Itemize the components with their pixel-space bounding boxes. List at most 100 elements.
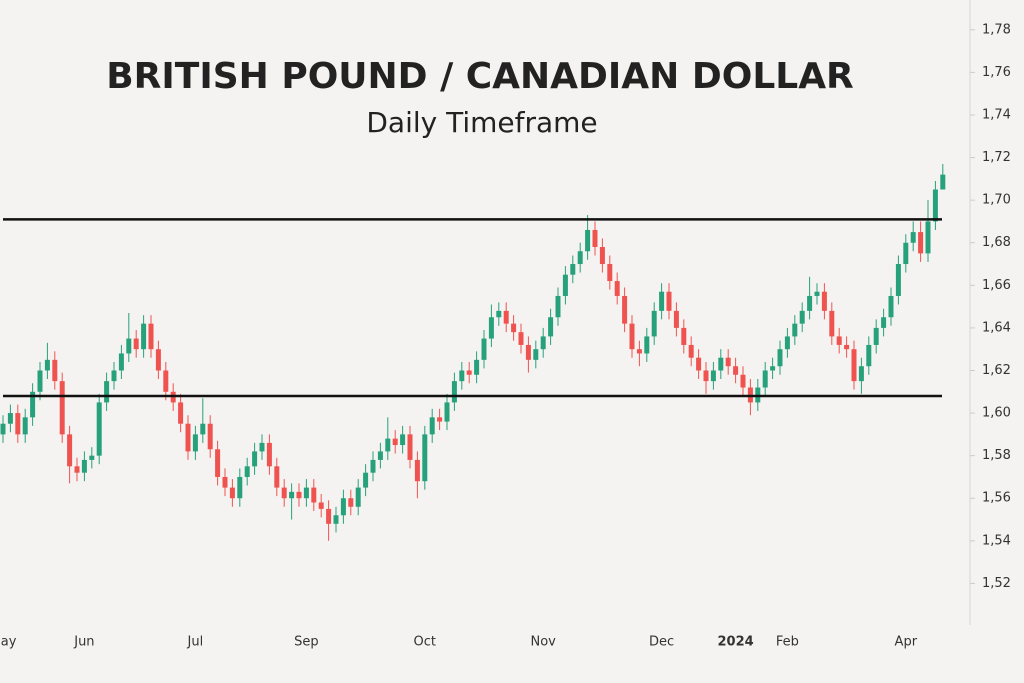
x-tick-label: Jun: [73, 635, 94, 650]
candle-body: [918, 232, 924, 254]
candle-body: [925, 221, 931, 254]
candle-body: [163, 370, 169, 392]
candle-body: [807, 295, 813, 311]
candle-body: [629, 323, 635, 350]
candle-body: [777, 349, 783, 367]
candle-body: [592, 229, 598, 247]
candle-body: [814, 291, 820, 296]
y-tick-label: 1,60: [982, 406, 1011, 421]
candle-body: [770, 366, 776, 371]
chart-title: BRITISH POUND / CANADIAN DOLLAR: [106, 56, 854, 97]
candle-body: [940, 174, 946, 190]
candle-body: [437, 417, 443, 422]
candle-body: [910, 232, 916, 243]
candle-body: [185, 423, 191, 452]
x-tick-label: Jul: [187, 635, 204, 650]
candle-body: [659, 291, 665, 311]
x-tick-label: Feb: [776, 635, 799, 650]
candle-body: [422, 434, 428, 482]
candle-body: [607, 264, 613, 282]
candle-body: [229, 487, 235, 499]
candle-body: [622, 295, 628, 324]
x-tick-label: Dec: [649, 635, 674, 650]
candle-body: [0, 423, 6, 435]
chart-subtitle: Daily Timeframe: [366, 106, 597, 139]
y-tick-label: 1,52: [982, 576, 1011, 591]
candle-body: [725, 357, 731, 367]
candle-body: [696, 357, 702, 371]
candle-body: [133, 338, 139, 350]
candle-body: [533, 349, 539, 360]
y-tick-label: 1,74: [982, 107, 1011, 122]
y-tick-label: 1,68: [982, 235, 1011, 250]
candle-body: [333, 515, 339, 524]
candle-body: [710, 370, 716, 382]
candle-body: [222, 476, 228, 488]
candle-body: [89, 455, 95, 460]
candle-body: [126, 338, 132, 354]
candle-body: [688, 344, 694, 358]
candle-body: [281, 487, 287, 499]
candle-body: [303, 487, 309, 499]
candle-body: [377, 451, 383, 460]
candle-body: [178, 402, 184, 424]
candle-body: [44, 359, 50, 371]
candle-body: [903, 242, 909, 265]
plot-area: [0, 163, 946, 541]
candle-body: [155, 349, 161, 371]
candle-body: [385, 438, 391, 452]
candle-body: [792, 323, 798, 337]
x-tick-label: Nov: [531, 635, 557, 650]
candle-body: [274, 466, 280, 488]
candle-body: [244, 466, 250, 477]
candle-body: [488, 317, 494, 339]
candle-body: [340, 498, 346, 516]
candle-body: [81, 459, 87, 473]
x-tick-label: Sep: [294, 635, 319, 650]
candle-body: [681, 327, 687, 345]
candle-body: [252, 451, 258, 467]
candle-body: [200, 423, 206, 435]
candle-body: [451, 381, 457, 403]
x-tick-label: 2024: [718, 635, 754, 650]
candle-body: [52, 359, 58, 382]
candle-body: [74, 466, 80, 473]
x-tick-label: Apr: [895, 635, 918, 650]
y-tick-label: 1,64: [982, 320, 1011, 335]
candle-body: [636, 349, 642, 354]
candle-body: [67, 434, 73, 467]
candle-body: [548, 317, 554, 337]
candle-body: [858, 366, 864, 382]
candle-body: [829, 310, 835, 337]
candle-body: [740, 374, 746, 388]
y-tick-label: 1,62: [982, 363, 1011, 378]
candle-body: [496, 310, 502, 318]
candle-body: [392, 438, 398, 446]
candle-body: [215, 449, 221, 477]
candle-body: [237, 476, 243, 499]
candle-body: [503, 310, 509, 324]
x-tick-label: Oct: [414, 635, 436, 650]
candle-body: [407, 434, 413, 460]
candle-body: [348, 498, 354, 507]
candle-body: [7, 413, 13, 424]
candle-body: [289, 491, 295, 499]
y-tick-label: 1,70: [982, 193, 1011, 208]
y-tick-label: 1,58: [982, 448, 1011, 463]
candle-body: [141, 323, 147, 350]
candle-body: [873, 327, 879, 345]
candle-body: [577, 251, 583, 265]
candle-body: [932, 189, 938, 222]
y-tick-label: 1,66: [982, 278, 1011, 293]
candle-body: [821, 291, 827, 311]
candle-body: [651, 310, 657, 337]
candle-body: [518, 332, 524, 345]
candle-body: [311, 487, 317, 503]
candle-body: [444, 402, 450, 422]
candle-body: [326, 508, 332, 524]
candle-body: [881, 317, 887, 328]
candle-body: [459, 370, 465, 382]
candle-body: [844, 344, 850, 350]
candle-body: [414, 459, 420, 482]
